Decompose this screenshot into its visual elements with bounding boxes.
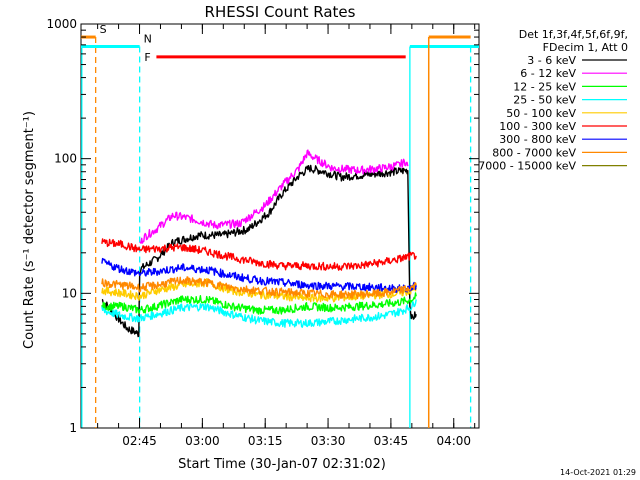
annotation-label: F bbox=[144, 51, 150, 64]
series-line bbox=[101, 292, 417, 315]
plot-frame bbox=[80, 23, 480, 429]
x-tick-label: 03:15 bbox=[248, 434, 283, 448]
annotation-label: S bbox=[100, 23, 107, 36]
x-axis-label: Start Time (30-Jan-07 02:31:02) bbox=[178, 457, 386, 472]
annotation-label: N bbox=[144, 33, 152, 46]
series-line bbox=[101, 257, 417, 293]
legend-header: FDecim 1, Att 0 bbox=[543, 41, 628, 54]
legend-label: 6 - 12 keV bbox=[520, 67, 576, 80]
y-tick-label: 10 bbox=[62, 286, 77, 300]
timestamp: 14-Oct-2021 01:29 bbox=[560, 468, 636, 477]
legend-label: 3 - 6 keV bbox=[527, 54, 576, 67]
series-layer bbox=[101, 149, 417, 338]
legend-label: 50 - 100 keV bbox=[506, 107, 576, 120]
series-line bbox=[139, 149, 409, 244]
annotation-lines: S NF bbox=[81, 23, 479, 428]
legend-label: 12 - 25 keV bbox=[513, 80, 576, 93]
legend: Det 1f,3f,4f,5f,6f,9f,FDecim 1, Att 03 -… bbox=[478, 28, 628, 173]
y-tick-label: 1000 bbox=[46, 17, 77, 31]
series-line bbox=[101, 276, 417, 300]
legend-header: Det 1f,3f,4f,5f,6f,9f, bbox=[519, 28, 628, 41]
legend-label: 25 - 50 keV bbox=[513, 94, 576, 107]
y-tick-label: 100 bbox=[54, 152, 77, 166]
x-tick-label: 03:30 bbox=[311, 434, 346, 448]
series-line bbox=[101, 238, 417, 271]
x-tick-label: 04:00 bbox=[436, 434, 471, 448]
legend-label: 800 - 7000 keV bbox=[492, 146, 576, 159]
x-tick-label: 03:00 bbox=[185, 434, 220, 448]
legend-label: 300 - 800 keV bbox=[499, 133, 576, 146]
y-tick-label: 1 bbox=[69, 421, 77, 435]
y-axis: 1 10 100 1000 bbox=[46, 17, 479, 435]
x-axis: 02:45 03:00 03:15 03:30 03:45 04:00 bbox=[97, 24, 476, 448]
y-axis-label: Count Rate (s⁻¹ detector segment⁻¹) bbox=[22, 111, 37, 349]
x-tick-label: 02:45 bbox=[122, 434, 157, 448]
series-line bbox=[101, 299, 417, 328]
legend-label: 7000 - 15000 keV bbox=[478, 160, 576, 173]
x-tick-label: 03:45 bbox=[374, 434, 409, 448]
series-line bbox=[101, 164, 417, 338]
legend-label: 100 - 300 keV bbox=[499, 120, 576, 133]
chart-title: RHESSI Count Rates bbox=[205, 3, 356, 21]
